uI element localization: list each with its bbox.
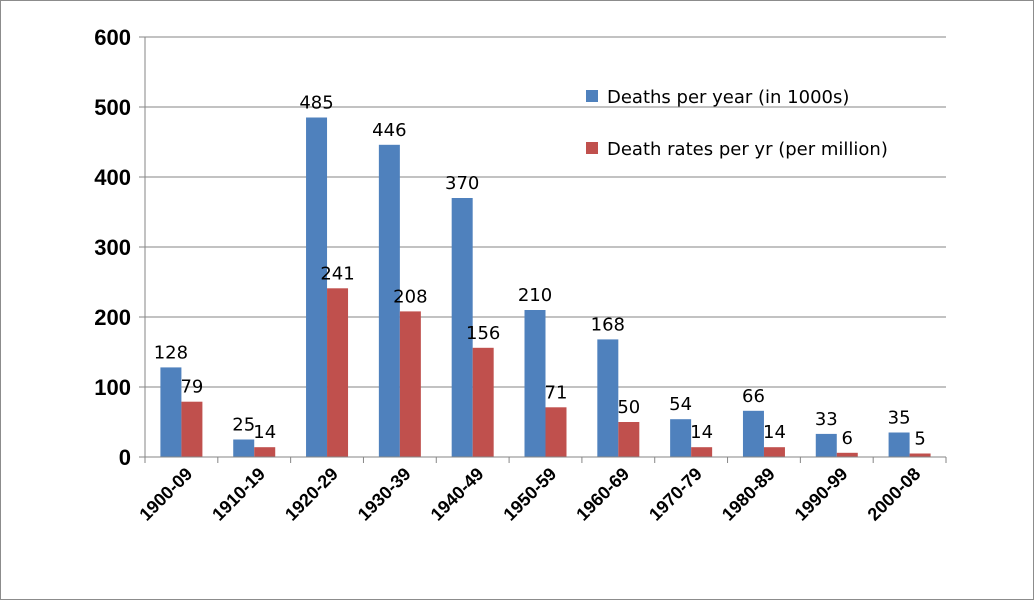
x-tick-label: 1950-59: [499, 464, 560, 525]
bar-death-rate-2000-08: [909, 453, 931, 457]
bar-deaths-1910-19: [233, 439, 255, 457]
data-label: 485: [299, 93, 333, 114]
x-tick-label: 1930-39: [354, 464, 415, 525]
x-tick-label: 1970-79: [645, 464, 706, 525]
x-tick-label: 1910-19: [208, 464, 269, 525]
y-tick-label: 200: [94, 305, 131, 330]
data-label: 35: [888, 408, 911, 429]
data-label: 66: [742, 386, 765, 407]
y-axis: 0 100 200 300 400 500 600: [94, 25, 146, 470]
y-tick-label: 400: [94, 165, 131, 190]
data-label: 25: [232, 415, 255, 436]
data-label: 5: [914, 429, 925, 450]
data-label: 54: [669, 394, 692, 415]
data-label: 71: [545, 382, 568, 403]
y-tick-label: 300: [94, 235, 131, 260]
data-label: 128: [154, 342, 188, 363]
bar-death-rate-1910-19: [254, 447, 276, 457]
data-label: 210: [518, 285, 552, 306]
data-label: 14: [253, 422, 276, 443]
x-tick-label: 1990-99: [791, 464, 852, 525]
data-label: 241: [320, 263, 354, 284]
bar-deaths-1970-79: [670, 419, 692, 457]
legend-swatch: [586, 142, 598, 154]
bar-deaths-1900-09: [160, 367, 182, 457]
legend-label: Death rates per yr (per million): [607, 139, 888, 160]
data-label: 446: [372, 120, 406, 141]
bar-death-rate-1900-09: [181, 401, 203, 457]
data-label: 33: [815, 409, 838, 430]
data-label: 6: [842, 428, 853, 449]
legend-swatch: [586, 90, 598, 102]
data-label: 208: [393, 286, 427, 307]
data-label: 14: [690, 422, 713, 443]
y-tick-label: 0: [119, 445, 131, 470]
bar-deaths-1930-39: [378, 144, 400, 458]
bar-deaths-1940-49: [451, 198, 473, 457]
bar-deaths-1950-59: [524, 310, 546, 457]
x-tick-label: 2000-08: [864, 464, 925, 525]
bar-death-rate-1990-99: [836, 452, 858, 457]
data-label: 370: [445, 173, 479, 194]
bar-deaths-1990-99: [815, 433, 837, 457]
bar-death-rate-1920-29: [327, 288, 349, 457]
x-axis: 1900-09 1910-19 1920-29 1930-39 1940-49 1950-…: [135, 456, 947, 525]
x-tick-label: 1920-29: [281, 464, 342, 525]
bar-deaths-1980-89: [742, 410, 764, 457]
data-label: 168: [591, 314, 625, 335]
data-label: 156: [466, 323, 500, 344]
bar-death-rate-1950-59: [545, 407, 567, 457]
bar-death-rate-1970-79: [691, 447, 713, 457]
x-tick-label: 1980-89: [718, 464, 779, 525]
data-label: 50: [617, 397, 640, 418]
x-tick-label: 1940-49: [427, 464, 488, 525]
y-tick-label: 600: [94, 25, 131, 50]
legend-label: Deaths per year (in 1000s): [607, 87, 849, 108]
bars: [160, 117, 931, 458]
y-tick-label: 500: [94, 95, 131, 120]
bar-death-rate-1940-49: [472, 347, 494, 457]
bar-deaths-2000-08: [888, 432, 910, 457]
x-tick-label: 1900-09: [135, 464, 196, 525]
y-tick-label: 100: [94, 375, 131, 400]
bar-deaths-1920-29: [306, 117, 328, 457]
legend: Deaths per year (in 1000s) Death rates pe…: [586, 87, 888, 160]
bar-death-rate-1960-69: [618, 422, 640, 457]
bar-death-rate-1930-39: [399, 311, 421, 457]
data-label: 79: [180, 377, 203, 398]
bar-death-rate-1980-89: [763, 447, 785, 457]
x-tick-label: 1960-69: [572, 464, 633, 525]
data-label: 14: [763, 422, 786, 443]
bar-deaths-1960-69: [597, 339, 619, 457]
